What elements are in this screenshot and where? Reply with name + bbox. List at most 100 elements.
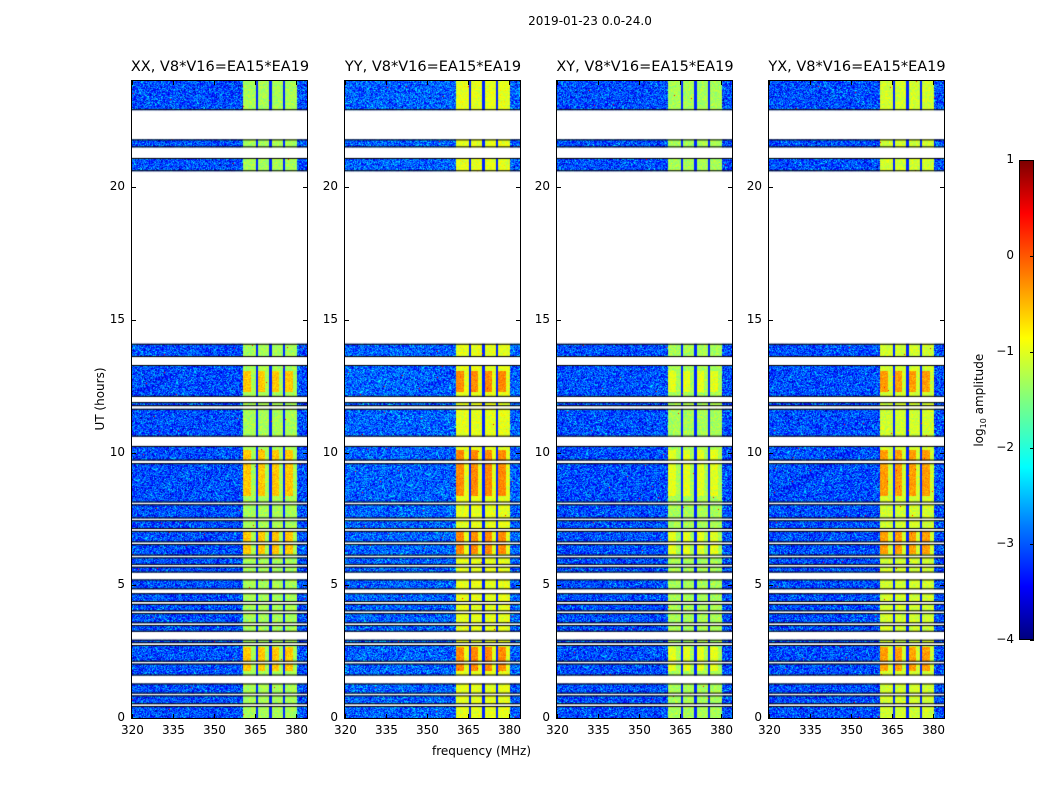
y-tick <box>131 187 136 189</box>
x-tick <box>769 714 770 719</box>
x-tick <box>173 714 175 719</box>
y-tick <box>344 585 349 587</box>
y-tick-label: 10 <box>322 444 338 459</box>
colorbar <box>1019 160 1034 640</box>
x-tick <box>639 80 641 85</box>
x-tick <box>680 714 682 719</box>
y-tick <box>131 452 136 454</box>
y-tick <box>768 452 773 454</box>
x-tick <box>173 80 175 85</box>
x-tick-label: 350 <box>840 723 863 737</box>
colorbar-label: log10 amplitude <box>971 353 989 447</box>
panel-title: YX, V8*V16=EA15*EA19 <box>768 59 946 75</box>
panel-title: XY, V8*V16=EA15*EA19 <box>556 59 734 75</box>
x-tick <box>255 714 257 719</box>
y-tick-label: 20 <box>534 179 550 194</box>
x-tick <box>933 80 935 85</box>
y-tick <box>768 718 773 719</box>
x-tick <box>132 80 133 85</box>
x-tick-label: 380 <box>498 723 521 737</box>
x-tick <box>680 80 682 85</box>
y-tick-label: 10 <box>534 444 550 459</box>
y-tick <box>940 319 945 321</box>
x-tick-label: 320 <box>334 723 357 737</box>
x-tick <box>509 714 511 719</box>
x-tick <box>851 80 853 85</box>
y-tick <box>516 187 521 189</box>
y-tick <box>556 452 561 454</box>
colorbar-tick <box>1030 160 1034 161</box>
colorbar-tick <box>1030 352 1034 353</box>
x-tick <box>214 80 216 85</box>
y-tick-label: 0 <box>754 710 762 724</box>
x-tick <box>721 714 723 719</box>
y-tick <box>344 319 349 321</box>
colorbar-tick <box>1030 256 1034 257</box>
x-tick <box>639 714 641 719</box>
y-tick <box>344 452 349 454</box>
y-tick-label: 15 <box>109 311 125 326</box>
x-tick <box>345 80 346 85</box>
y-tick <box>768 187 773 189</box>
x-tick <box>132 714 133 719</box>
y-tick-label: 5 <box>330 577 338 592</box>
x-tick-label: 320 <box>758 723 781 737</box>
x-tick-label: 365 <box>457 723 480 737</box>
y-tick-label: 20 <box>322 179 338 194</box>
y-tick <box>556 585 561 587</box>
x-tick-label: 320 <box>546 723 569 737</box>
x-tick-label: 380 <box>710 723 733 737</box>
x-tick-label: 365 <box>669 723 692 737</box>
x-axis-label: frequency (MHz) <box>432 744 532 758</box>
y-tick-label: 20 <box>746 179 762 194</box>
y-tick <box>516 452 521 454</box>
y-tick-label: 0 <box>330 710 338 724</box>
colorbar-tick-label: −3 <box>996 536 1014 550</box>
y-tick <box>728 319 733 321</box>
waterfall-heatmap <box>557 81 732 718</box>
x-tick <box>598 714 600 719</box>
y-tick-label: 10 <box>746 444 762 459</box>
x-tick <box>851 714 853 719</box>
y-tick-label: 5 <box>117 577 125 592</box>
y-tick <box>556 187 561 189</box>
x-tick <box>427 80 429 85</box>
x-tick-label: 350 <box>628 723 651 737</box>
x-tick <box>933 714 935 719</box>
y-tick-label: 5 <box>754 577 762 592</box>
x-tick <box>892 80 894 85</box>
x-tick <box>769 80 770 85</box>
y-tick-label: 5 <box>542 577 550 592</box>
y-axis-label: UT (hours) <box>93 367 107 431</box>
x-tick <box>296 80 298 85</box>
x-tick <box>810 714 812 719</box>
waterfall-panel <box>344 80 521 719</box>
y-tick <box>303 452 308 454</box>
x-tick <box>598 80 600 85</box>
x-tick <box>509 80 511 85</box>
x-tick-label: 365 <box>244 723 267 737</box>
y-tick <box>303 187 308 189</box>
x-tick <box>468 714 470 719</box>
x-tick-label: 380 <box>922 723 945 737</box>
x-tick-label: 335 <box>162 723 185 737</box>
x-tick-label: 350 <box>416 723 439 737</box>
y-tick <box>303 319 308 321</box>
y-tick-label: 0 <box>117 710 125 724</box>
colorbar-tick <box>1030 640 1034 641</box>
y-tick-label: 15 <box>322 311 338 326</box>
y-tick <box>131 718 136 719</box>
waterfall-panel <box>768 80 945 719</box>
panel-title: YY, V8*V16=EA15*EA19 <box>344 59 522 75</box>
x-tick <box>721 80 723 85</box>
colorbar-tick <box>1030 448 1034 449</box>
y-tick <box>728 452 733 454</box>
x-tick <box>386 80 388 85</box>
figure-title: 2019-01-23 0.0-24.0 <box>528 14 652 28</box>
y-tick <box>940 187 945 189</box>
y-tick <box>303 585 308 587</box>
y-tick <box>131 585 136 587</box>
x-tick <box>557 714 558 719</box>
x-tick <box>468 80 470 85</box>
